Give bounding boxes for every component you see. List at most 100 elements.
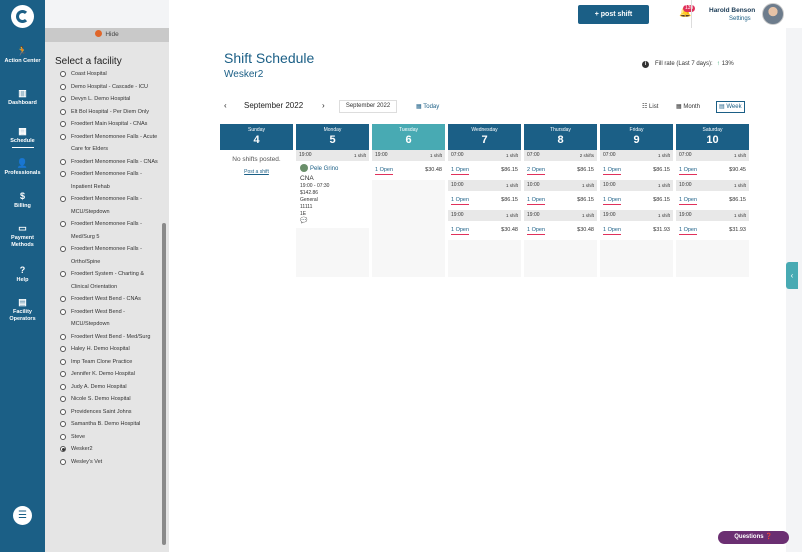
radio-button[interactable] bbox=[60, 358, 66, 365]
facility-option[interactable]: Haley H. Demo Hospital bbox=[45, 343, 163, 356]
day-header[interactable]: Tuesday 6 bbox=[372, 124, 445, 150]
next-week-button[interactable]: › bbox=[322, 101, 325, 110]
radio-button[interactable] bbox=[60, 458, 66, 465]
radio-button[interactable] bbox=[60, 383, 66, 390]
radio-button[interactable] bbox=[60, 71, 66, 77]
open-shifts-link[interactable]: 1 Open bbox=[679, 197, 698, 205]
radio-button[interactable] bbox=[60, 133, 66, 140]
facility-option[interactable]: Elt Bol Hospital - Per Diem Only bbox=[45, 106, 163, 119]
facility-option[interactable]: Froedtert Menomonee Falls - MCU/Stepdown bbox=[45, 193, 163, 218]
nav-item-help[interactable]: ? Help bbox=[0, 265, 45, 284]
facility-option[interactable]: Jennifer K. Demo Hospital bbox=[45, 368, 163, 381]
prev-week-button[interactable]: ‹ bbox=[224, 101, 227, 110]
questions-button[interactable]: Questions ❓ bbox=[718, 531, 789, 544]
nav-item-action-center[interactable]: 🏃 Action Center bbox=[0, 46, 45, 65]
nav-item-facility-operators[interactable]: ▤ Facility Operators bbox=[0, 297, 45, 323]
radio-button[interactable] bbox=[60, 446, 66, 452]
radio-button[interactable] bbox=[60, 196, 66, 202]
facility-option[interactable]: Wesker2 bbox=[45, 443, 163, 456]
shift-row[interactable]: 1 Open $86.15 bbox=[448, 191, 521, 210]
facility-option[interactable]: Froedtert West Bend - Med/Surg bbox=[45, 331, 163, 344]
open-shifts-link[interactable]: 1 Open bbox=[603, 197, 622, 205]
radio-button[interactable] bbox=[60, 83, 66, 90]
facility-option[interactable]: Froedtert Menomonee Falls - Inpatient Re… bbox=[45, 168, 163, 193]
open-shifts-link[interactable]: 1 Open bbox=[603, 167, 622, 175]
radio-button[interactable] bbox=[60, 371, 66, 377]
facility-option[interactable]: Coast Hospital bbox=[45, 68, 163, 81]
facility-option[interactable]: Providences Saint Johns bbox=[45, 406, 163, 419]
post-a-shift-link[interactable]: Post a shift bbox=[244, 169, 269, 175]
day-header[interactable]: Monday 5 bbox=[296, 124, 369, 150]
shift-row[interactable]: 1 Open $86.15 bbox=[448, 161, 521, 180]
assigned-shift-card[interactable]: Pele Grino CNA 19:00 - 07:30 $142.86 General… bbox=[296, 161, 369, 228]
facility-option[interactable]: Froedtert Menomonee Falls - Ortho/Spine bbox=[45, 243, 163, 268]
facility-option[interactable]: Devyn L. Demo Hospital bbox=[45, 93, 163, 106]
facility-option[interactable]: Imp Team Clone Practice bbox=[45, 356, 163, 369]
open-shifts-link[interactable]: 1 Open bbox=[527, 197, 546, 205]
facility-option[interactable]: Nicole S. Demo Hospital bbox=[45, 393, 163, 406]
nav-item-payment-methods[interactable]: ▭ Payment Methods bbox=[0, 223, 45, 249]
facility-option[interactable]: Froedtert Main Hospital - CNAs bbox=[45, 118, 163, 131]
radio-button[interactable] bbox=[60, 346, 66, 352]
shift-row[interactable]: 1 Open $90.45 bbox=[676, 161, 749, 180]
settings-link[interactable]: Settings bbox=[729, 16, 751, 22]
radio-button[interactable] bbox=[60, 221, 66, 227]
open-shifts-link[interactable]: 2 Open bbox=[527, 167, 546, 175]
radio-button[interactable] bbox=[60, 158, 66, 165]
day-header[interactable]: Wednesday 7 bbox=[448, 124, 521, 150]
shift-row[interactable]: 1 Open $31.93 bbox=[676, 221, 749, 240]
shift-row[interactable]: 1 Open $30.48 bbox=[372, 161, 445, 180]
open-shifts-link[interactable]: 1 Open bbox=[679, 167, 698, 175]
view-week-button[interactable]: ▤ Week bbox=[716, 101, 745, 113]
open-shifts-link[interactable]: 1 Open bbox=[451, 227, 470, 235]
facility-option[interactable]: Froedtert West Bend - MCU/Stepdown bbox=[45, 306, 163, 331]
info-icon[interactable]: i bbox=[642, 61, 649, 68]
shift-row[interactable]: 1 Open $30.48 bbox=[524, 221, 597, 240]
nav-item-professionals[interactable]: 👤 Professionals bbox=[0, 158, 45, 177]
user-menu[interactable]: Harold Benson Settings bbox=[691, 0, 802, 28]
nav-item-billing[interactable]: $ Billing bbox=[0, 191, 45, 210]
facility-option[interactable]: Froedtert Menomonee Falls - CNAs bbox=[45, 156, 163, 169]
expand-side-panel-button[interactable]: ‹ bbox=[786, 262, 798, 289]
open-shifts-link[interactable]: 1 Open bbox=[451, 197, 470, 205]
shift-row[interactable]: 1 Open $86.15 bbox=[676, 191, 749, 210]
day-header[interactable]: Friday 9 bbox=[600, 124, 673, 150]
open-shifts-link[interactable]: 1 Open bbox=[527, 227, 546, 235]
radio-button[interactable] bbox=[60, 408, 66, 415]
facility-option[interactable]: Froedtert West Bend - CNAs bbox=[45, 293, 163, 306]
shift-row[interactable]: 1 Open $30.48 bbox=[448, 221, 521, 240]
radio-button[interactable] bbox=[60, 271, 66, 277]
month-picker[interactable]: September 2022 bbox=[339, 100, 397, 113]
open-shifts-link[interactable]: 1 Open bbox=[451, 167, 470, 175]
radio-button[interactable] bbox=[60, 433, 66, 440]
radio-button[interactable] bbox=[60, 396, 66, 402]
shift-row[interactable]: 1 Open $86.15 bbox=[600, 191, 673, 210]
facility-option[interactable]: Samantha B. Demo Hospital bbox=[45, 418, 163, 431]
filter-settings-button[interactable]: ☰ bbox=[13, 506, 32, 525]
facility-option[interactable]: Froedtert System - Charting & Clinical O… bbox=[45, 268, 163, 293]
facility-option[interactable]: Judy A. Demo Hospital bbox=[45, 381, 163, 394]
nav-item-dashboard[interactable]: ▥ Dashboard bbox=[0, 88, 45, 107]
facility-option[interactable]: Wesley's Vet bbox=[45, 456, 163, 469]
view-list-button[interactable]: ☷ List bbox=[642, 103, 658, 110]
radio-button[interactable] bbox=[60, 421, 66, 427]
radio-button[interactable] bbox=[60, 171, 66, 177]
facility-option[interactable]: Demo Hospital - Cascade - ICU bbox=[45, 81, 163, 94]
day-header[interactable]: Sunday 4 bbox=[220, 124, 293, 150]
professional-row[interactable]: Pele Grino bbox=[300, 164, 365, 174]
shift-row[interactable]: 1 Open $86.15 bbox=[524, 191, 597, 210]
shift-row[interactable]: 2 Open $86.15 bbox=[524, 161, 597, 180]
facility-option[interactable]: Froedtert Menomonee Falls - Med/Surg 5 bbox=[45, 218, 163, 243]
open-shifts-link[interactable]: 1 Open bbox=[679, 227, 698, 235]
radio-button[interactable] bbox=[60, 308, 66, 315]
bell-icon[interactable]: 🔔 bbox=[679, 7, 692, 18]
day-header[interactable]: Thursday 8 bbox=[524, 124, 597, 150]
radio-button[interactable] bbox=[60, 96, 66, 102]
facility-option[interactable]: Froedtert Menomonee Falls - Acute Care f… bbox=[45, 131, 163, 156]
radio-button[interactable] bbox=[60, 108, 66, 115]
app-logo[interactable] bbox=[11, 5, 34, 28]
radio-button[interactable] bbox=[60, 246, 66, 252]
open-shifts-link[interactable]: 1 Open bbox=[603, 227, 622, 235]
professional-name[interactable]: Pele Grino bbox=[310, 166, 339, 172]
today-button[interactable]: ▦ Today bbox=[416, 103, 439, 110]
